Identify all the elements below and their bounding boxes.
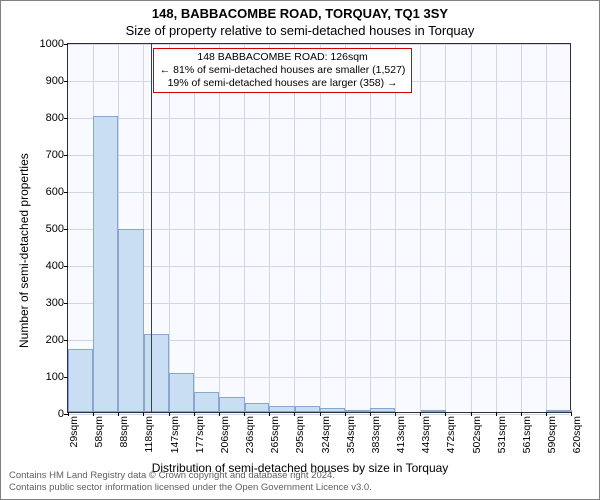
gridline-vertical — [546, 44, 547, 412]
info-line-1: 148 BABBACOMBE ROAD: 126sqm — [160, 51, 406, 64]
gridline-vertical — [496, 44, 497, 412]
gridline-vertical — [395, 44, 396, 412]
ytick-label: 400 — [46, 260, 64, 272]
ytick-label: 800 — [46, 112, 64, 124]
ytick-mark — [64, 44, 68, 45]
info-line-2: ← 81% of semi-detached houses are smalle… — [160, 64, 406, 77]
histogram-bar — [370, 408, 396, 412]
xtick-label: 118sqm — [143, 416, 155, 453]
ytick-label: 300 — [46, 297, 64, 309]
ytick-label: 1000 — [40, 38, 64, 50]
xtick-label: 413sqm — [395, 416, 407, 453]
gridline-vertical — [320, 44, 321, 412]
ytick-mark — [64, 266, 68, 267]
histogram-bar — [269, 406, 295, 412]
xtick-label: 324sqm — [320, 416, 332, 453]
ytick-mark — [64, 118, 68, 119]
y-axis-label: Number of semi-detached properties — [17, 153, 31, 348]
property-marker-line — [151, 44, 152, 412]
gridline-vertical — [345, 44, 346, 412]
gridline-vertical — [370, 44, 371, 412]
xtick-label: 58sqm — [93, 416, 105, 448]
ytick-label: 900 — [46, 75, 64, 87]
histogram-bar — [93, 116, 119, 412]
ytick-label: 600 — [46, 186, 64, 198]
xtick-label: 177sqm — [194, 416, 206, 453]
xtick-label: 295sqm — [294, 416, 306, 453]
gridline-vertical — [445, 44, 446, 412]
ytick-label: 500 — [46, 223, 64, 235]
xtick-label: 531sqm — [496, 416, 508, 453]
xtick-label: 147sqm — [169, 416, 181, 453]
xtick-label: 590sqm — [546, 416, 558, 453]
title-main: 148, BABBACOMBE ROAD, TORQUAY, TQ1 3SY — [1, 6, 599, 21]
histogram-bar — [295, 406, 320, 412]
ytick-label: 0 — [58, 408, 64, 420]
footer-line-2: Contains public sector information licen… — [9, 482, 372, 494]
xtick-label: 29sqm — [68, 416, 80, 448]
info-line-3: 19% of semi-detached houses are larger (… — [160, 77, 406, 90]
xtick-label: 354sqm — [345, 416, 357, 453]
histogram-bar — [345, 410, 370, 412]
xtick-label: 472sqm — [445, 416, 457, 453]
histogram-bar — [144, 334, 169, 412]
xtick-label: 383sqm — [370, 416, 382, 453]
gridline-vertical — [219, 44, 220, 412]
histogram-bar — [320, 408, 346, 412]
gridline-vertical — [420, 44, 421, 412]
histogram-bar — [194, 392, 219, 412]
histogram-bar — [219, 397, 245, 412]
gridline-vertical — [294, 44, 295, 412]
histogram-bar — [546, 410, 572, 412]
histogram-bar — [245, 403, 270, 412]
xtick-label: 620sqm — [571, 416, 583, 453]
histogram-bar — [118, 229, 144, 412]
ytick-mark — [64, 340, 68, 341]
xtick-label: 236sqm — [244, 416, 256, 453]
gridline-vertical — [521, 44, 522, 412]
ytick-label: 200 — [46, 334, 64, 346]
gridline-vertical — [194, 44, 195, 412]
ytick-mark — [64, 155, 68, 156]
gridline-vertical — [169, 44, 170, 412]
footer-line-1: Contains HM Land Registry data © Crown c… — [9, 470, 372, 482]
xtick-label: 88sqm — [118, 416, 130, 448]
property-info-box: 148 BABBACOMBE ROAD: 126sqm← 81% of semi… — [153, 48, 413, 93]
chart-plot-area: 0100200300400500600700800900100029sqm58s… — [67, 43, 571, 413]
histogram-bar — [421, 410, 446, 412]
xtick-label: 443sqm — [420, 416, 432, 453]
attribution-footer: Contains HM Land Registry data © Crown c… — [9, 470, 372, 494]
xtick-label: 502sqm — [471, 416, 483, 453]
ytick-label: 100 — [46, 371, 64, 383]
xtick-label: 265sqm — [269, 416, 281, 453]
figure: 148, BABBACOMBE ROAD, TORQUAY, TQ1 3SY S… — [0, 0, 600, 500]
title-sub: Size of property relative to semi-detach… — [1, 23, 599, 38]
ytick-mark — [64, 229, 68, 230]
ytick-mark — [64, 81, 68, 82]
xtick-label: 561sqm — [521, 416, 533, 453]
histogram-bar — [68, 349, 93, 412]
ytick-mark — [64, 303, 68, 304]
gridline-vertical — [471, 44, 472, 412]
gridline-vertical — [269, 44, 270, 412]
histogram-bar — [169, 373, 195, 412]
gridline-vertical — [244, 44, 245, 412]
ytick-mark — [64, 192, 68, 193]
xtick-label: 206sqm — [219, 416, 231, 453]
ytick-label: 700 — [46, 149, 64, 161]
